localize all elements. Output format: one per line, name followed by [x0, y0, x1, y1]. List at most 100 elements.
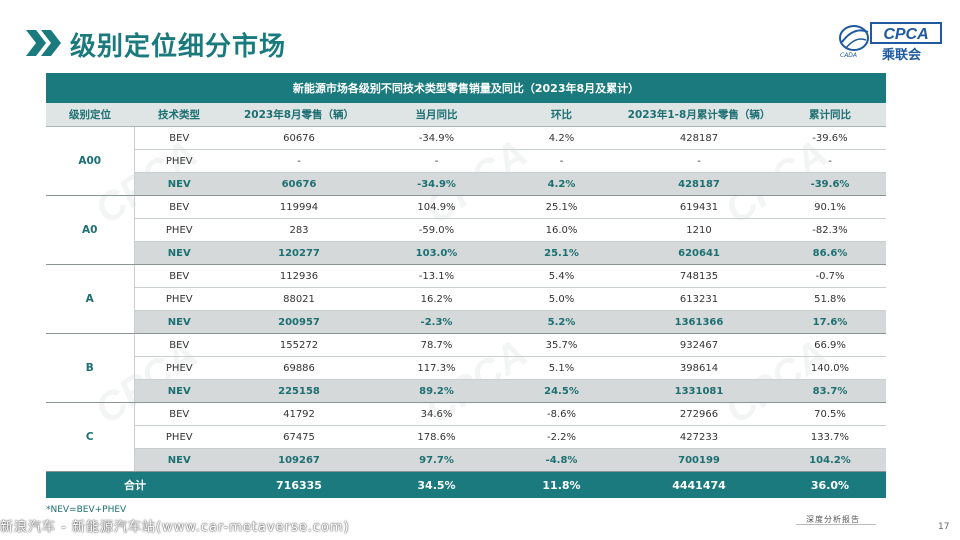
- value-cell-mom: 35.7%: [499, 333, 624, 357]
- cpca-logo: CPCA 乘联会 CADA: [836, 22, 944, 63]
- value-cell-aug: 200957: [224, 310, 374, 334]
- table-row: A BEV 112936 -13.1% 5.4% 748135 -0.7%: [46, 264, 886, 334]
- value-cell-aug: 225158: [224, 379, 374, 403]
- logo-cn-text: 乘联会: [882, 48, 922, 63]
- tech-type-cell: PHEV: [134, 149, 224, 173]
- value-cell-cum: 1210: [624, 218, 774, 242]
- table-header-row: 级别定位 技术类型 2023年8月零售（辆） 当月同比 环比 2023年1-8月…: [46, 103, 886, 127]
- value-cell-cum: 427233: [624, 425, 774, 449]
- footnote: *NEV=BEV+PHEV: [46, 505, 127, 515]
- value-cell-aug: 120277: [224, 241, 374, 265]
- value-cell-yoy: -34.9%: [374, 126, 499, 150]
- total-mom: 11.8%: [499, 471, 624, 498]
- value-cell-cum-yoy: 90.1%: [774, 195, 886, 219]
- value-cell-cum: 748135: [624, 264, 774, 288]
- tech-type-cell: NEV: [134, 448, 224, 472]
- value-cell-aug: 60676: [224, 172, 374, 196]
- segment-label: A: [46, 264, 135, 334]
- table-row: NEV 120277 103.0% 25.1% 620641 86.6%: [46, 241, 886, 265]
- table-row: PHEV 69886 117.3% 5.1% 398614 140.0%: [46, 356, 886, 380]
- table-row: PHEV 88021 16.2% 5.0% 613231 51.8%: [46, 287, 886, 311]
- segment-label: A0: [46, 195, 135, 265]
- value-cell-mom: 5.4%: [499, 264, 624, 288]
- value-cell-cum: 428187: [624, 126, 774, 150]
- value-cell-mom: 4.2%: [499, 172, 624, 196]
- column-header: 累计同比: [774, 103, 886, 127]
- value-cell-aug: 119994: [224, 195, 374, 219]
- column-header: 2023年8月零售（辆）: [224, 103, 374, 127]
- value-cell-cum: 932467: [624, 333, 774, 357]
- tech-type-cell: PHEV: [134, 425, 224, 449]
- table-row: B BEV 155272 78.7% 35.7% 932467 66.9%: [46, 333, 886, 403]
- value-cell-mom: -2.2%: [499, 425, 624, 449]
- value-cell-mom: 5.2%: [499, 310, 624, 334]
- table-row: NEV 200957 -2.3% 5.2% 1361366 17.6%: [46, 310, 886, 334]
- column-header: 级别定位: [46, 103, 134, 127]
- table-row: NEV 225158 89.2% 24.5% 1331081 83.7%: [46, 379, 886, 403]
- page-number: 17: [938, 522, 950, 532]
- tech-type-cell: BEV: [134, 333, 224, 357]
- table-caption: 新能源市场各级别不同技术类型零售销量及同比（2023年8月及累计）: [46, 73, 886, 103]
- total-aug: 716335: [224, 471, 374, 498]
- table-body: A00 BEV 60676 -34.9% 4.2% 428187 -39.6% PHEV - - -…: [46, 126, 886, 472]
- table-row: NEV 109267 97.7% -4.8% 700199 104.2%: [46, 448, 886, 472]
- value-cell-yoy: 104.9%: [374, 195, 499, 219]
- value-cell-yoy: -13.1%: [374, 264, 499, 288]
- value-cell-cum-yoy: 51.8%: [774, 287, 886, 311]
- column-header: 当月同比: [374, 103, 499, 127]
- total-label: 合计: [46, 471, 224, 498]
- value-cell-mom: 4.2%: [499, 126, 624, 150]
- table-row: PHEV 67475 178.6% -2.2% 427233 133.7%: [46, 425, 886, 449]
- value-cell-cum-yoy: 133.7%: [774, 425, 886, 449]
- table-row: NEV 60676 -34.9% 4.2% 428187 -39.6%: [46, 172, 886, 196]
- value-cell-yoy: -34.9%: [374, 172, 499, 196]
- table-row: A00 BEV 60676 -34.9% 4.2% 428187 -39.6%: [46, 126, 886, 196]
- value-cell-aug: -: [224, 149, 374, 173]
- sales-table: 新能源市场各级别不同技术类型零售销量及同比（2023年8月及累计） 级别定位 技…: [46, 73, 886, 498]
- value-cell-mom: -8.6%: [499, 402, 624, 426]
- total-cum: 4441474: [624, 471, 774, 498]
- value-cell-cum: 272966: [624, 402, 774, 426]
- page-title: 级别定位细分市场: [70, 32, 287, 62]
- bottom-brand: 深度分析报告: [806, 515, 860, 524]
- value-cell-cum: -: [624, 149, 774, 173]
- value-cell-yoy: 178.6%: [374, 425, 499, 449]
- value-cell-cum: 428187: [624, 172, 774, 196]
- logo-small-text: CADA: [840, 52, 858, 59]
- value-cell-yoy: 97.7%: [374, 448, 499, 472]
- total-cum-yoy: 36.0%: [774, 471, 886, 498]
- segment-label: C: [46, 402, 135, 472]
- table-row: PHEV - - - - -: [46, 149, 886, 173]
- value-cell-yoy: 117.3%: [374, 356, 499, 380]
- value-cell-mom: 5.0%: [499, 287, 624, 311]
- source-watermark: 新浪汽车 - 新能源汽车站(www.car-metaverse.com): [0, 520, 350, 535]
- value-cell-cum: 398614: [624, 356, 774, 380]
- table-row: A0 BEV 119994 104.9% 25.1% 619431 90.1%: [46, 195, 886, 265]
- tech-type-cell: NEV: [134, 172, 224, 196]
- value-cell-cum-yoy: 70.5%: [774, 402, 886, 426]
- tech-type-cell: PHEV: [134, 218, 224, 242]
- value-cell-cum: 1331081: [624, 379, 774, 403]
- tech-type-cell: NEV: [134, 241, 224, 265]
- tech-type-cell: PHEV: [134, 287, 224, 311]
- value-cell-cum-yoy: 104.2%: [774, 448, 886, 472]
- value-cell-cum-yoy: -: [774, 149, 886, 173]
- value-cell-aug: 41792: [224, 402, 374, 426]
- tech-type-cell: BEV: [134, 195, 224, 219]
- value-cell-aug: 67475: [224, 425, 374, 449]
- value-cell-cum: 613231: [624, 287, 774, 311]
- value-cell-aug: 69886: [224, 356, 374, 380]
- value-cell-cum-yoy: -39.6%: [774, 126, 886, 150]
- value-cell-cum-yoy: 83.7%: [774, 379, 886, 403]
- table-row: PHEV 283 -59.0% 16.0% 1210 -82.3%: [46, 218, 886, 242]
- column-header: 环比: [499, 103, 624, 127]
- value-cell-aug: 155272: [224, 333, 374, 357]
- value-cell-cum-yoy: 140.0%: [774, 356, 886, 380]
- value-cell-yoy: -: [374, 149, 499, 173]
- value-cell-yoy: 16.2%: [374, 287, 499, 311]
- value-cell-cum: 620641: [624, 241, 774, 265]
- table-row: C BEV 41792 34.6% -8.6% 272966 70.5%: [46, 402, 886, 472]
- tech-type-cell: NEV: [134, 379, 224, 403]
- tech-type-cell: PHEV: [134, 356, 224, 380]
- value-cell-mom: 16.0%: [499, 218, 624, 242]
